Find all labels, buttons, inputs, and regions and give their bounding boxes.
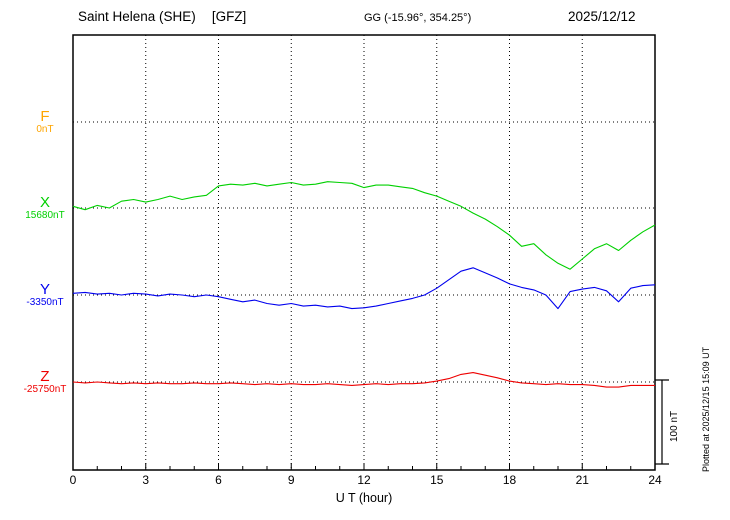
institute-tag: [GFZ] [211,9,247,24]
channel-label-X: X 15680nT [5,195,85,222]
station-title: Saint Helena (SHE) [78,9,196,24]
trace-X [72,181,656,270]
channel-label-Z: Z -25750nT [5,369,85,396]
channel-letter-X: X [39,194,50,211]
scale-bar [655,379,669,465]
header-title: Saint Helena (SHE) [GFZ] [78,9,246,24]
plotted-at-label: Plotted at 2025/12/15 15:09 UT [701,346,711,472]
channel-baseline-value-X: 15680nT [25,210,65,221]
channel-label-Y: Y -3350nT [5,282,85,309]
x-tick-label-0: 0 [69,473,77,487]
channel-baseline-value-F: 0nT [36,124,54,135]
x-tick-label-6: 6 [215,473,222,487]
channel-letter-F: F [40,108,50,125]
x-tick-label-3: 3 [142,473,150,487]
channel-letter-Z: Z [40,368,50,385]
trace-Z [72,372,655,388]
scale-bar-label: 100 nT [669,410,680,442]
channel-label-F: F 0nT [5,109,85,136]
x-tick-label-24: 24 [648,473,662,487]
x-tick-label-21: 21 [575,473,589,487]
date-label: 2025/12/12 [568,9,636,24]
x-tick-label-15: 15 [430,473,444,487]
x-tick-label-12: 12 [357,473,371,487]
plot-frame [72,34,656,471]
channel-baseline-value-Y: -3350nT [26,297,64,308]
channel-baseline-value-Z: -25750nT [23,384,67,395]
channel-letter-Y: Y [39,281,50,298]
x-tick-label-18: 18 [502,473,517,487]
trace-Y [72,267,656,310]
x-tick-label-9: 9 [287,473,295,487]
x-axis-title: U T (hour) [335,491,393,505]
geo-coordinates: GG (-15.96°, 354.25°) [364,12,472,24]
